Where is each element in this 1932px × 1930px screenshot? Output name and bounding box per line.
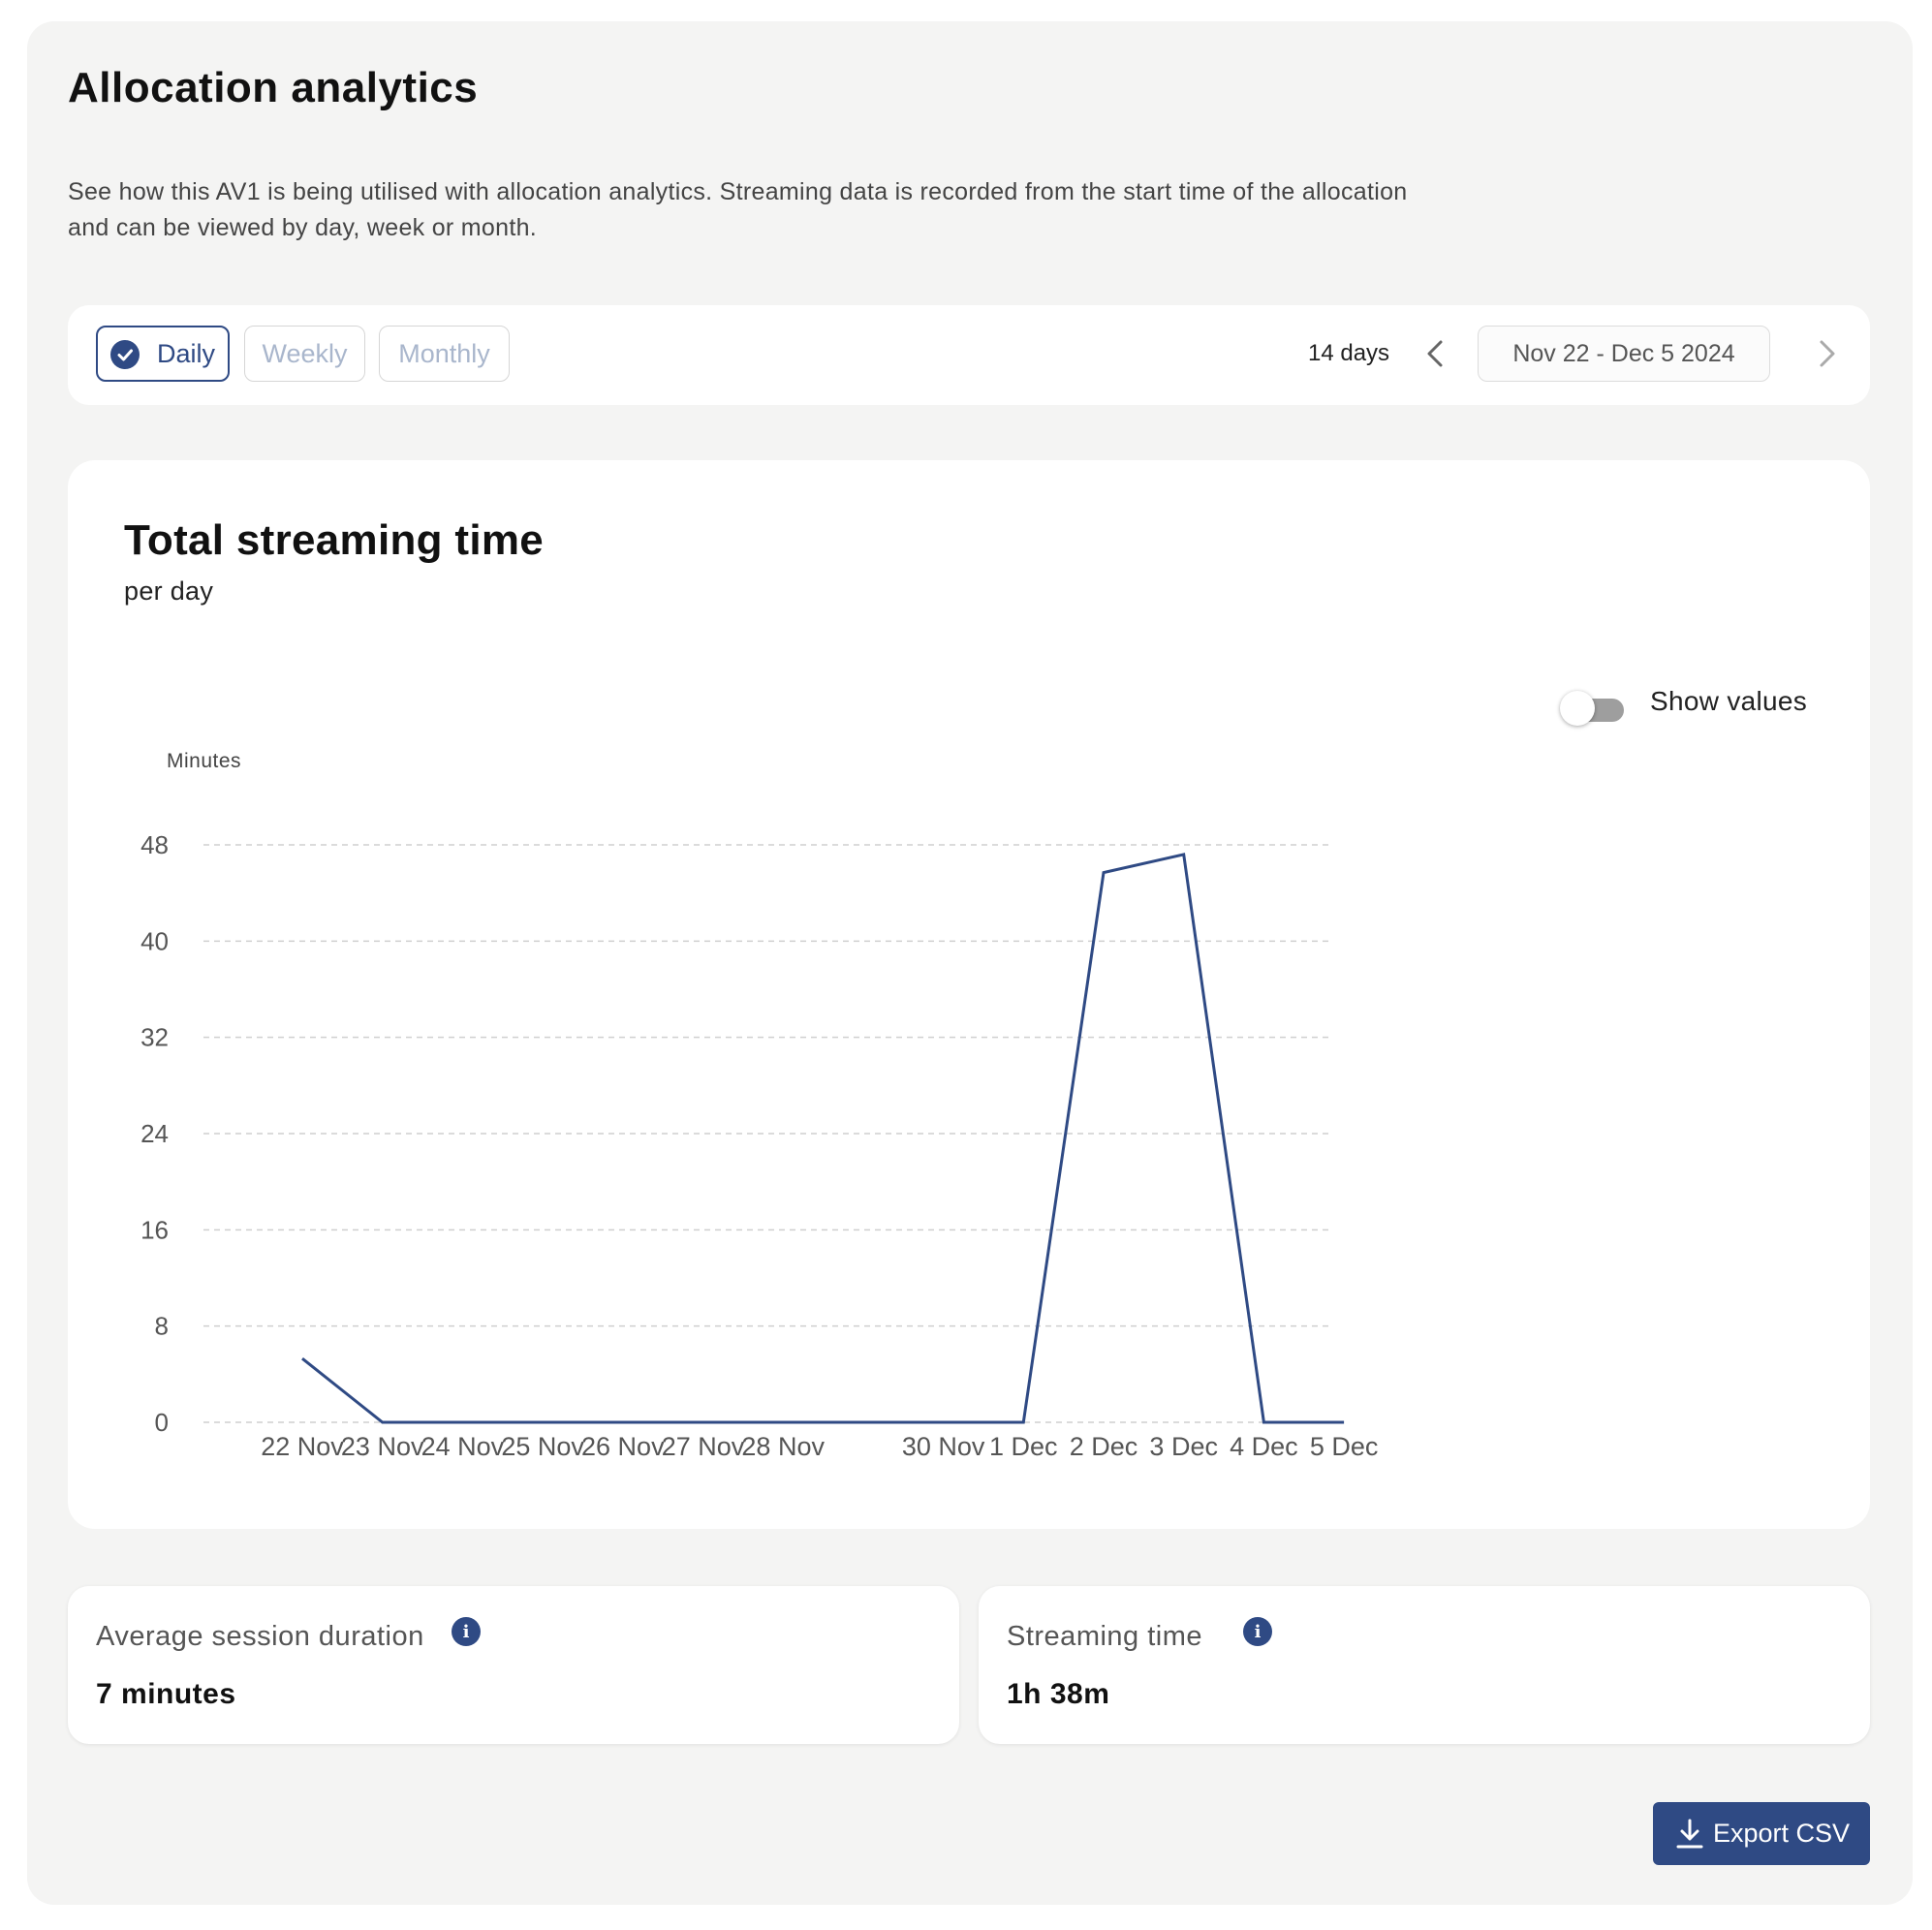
- y-tick-label: 8: [155, 1312, 169, 1341]
- stat-label: Streaming time: [1007, 1621, 1203, 1652]
- data-point[interactable]: [777, 1416, 789, 1428]
- y-tick-label: 32: [140, 1023, 169, 1052]
- stat-value: 1h 38m: [1007, 1678, 1110, 1710]
- x-tick-label: 27 Nov: [662, 1432, 745, 1461]
- toggle-knob: [1560, 691, 1595, 726]
- period-monthly-button[interactable]: Monthly: [379, 326, 510, 382]
- range-length: 14 days: [1308, 340, 1390, 366]
- page-description: See how this AV1 is being utilised with …: [68, 178, 1408, 241]
- y-tick-label: 48: [140, 830, 169, 859]
- x-tick-label: 3 Dec: [1149, 1432, 1218, 1461]
- page-title: Allocation analytics: [68, 64, 479, 111]
- stat-label: Average session duration: [96, 1621, 424, 1652]
- x-tick-label: 28 Nov: [741, 1432, 825, 1461]
- export-csv-button[interactable]: Export CSV: [1653, 1802, 1870, 1865]
- data-point[interactable]: [1098, 867, 1109, 879]
- download-icon: [1676, 1819, 1703, 1849]
- data-point[interactable]: [296, 1353, 308, 1364]
- period-daily-label: Daily: [156, 338, 215, 368]
- chart-title: Total streaming time: [124, 516, 545, 564]
- export-csv-label: Export CSV: [1713, 1819, 1851, 1848]
- x-tick-label: 30 Nov: [902, 1432, 985, 1461]
- data-point[interactable]: [617, 1416, 629, 1428]
- period-monthly-label: Monthly: [398, 338, 490, 368]
- y-tick-label: 40: [140, 926, 169, 955]
- x-tick-label: 22 Nov: [261, 1432, 344, 1461]
- date-range-selector[interactable]: Nov 22 - Dec 5 2024: [1478, 326, 1770, 382]
- x-tick-label: 1 Dec: [989, 1432, 1058, 1461]
- period-daily-button[interactable]: Daily: [96, 326, 230, 382]
- stat-value: 7 minutes: [96, 1678, 236, 1710]
- info-icon[interactable]: i: [452, 1617, 481, 1646]
- period-weekly-button[interactable]: Weekly: [244, 326, 365, 382]
- x-tick-label: 2 Dec: [1070, 1432, 1138, 1461]
- chevron-right-icon[interactable]: [1807, 334, 1846, 373]
- chart-card: Total streaming time per day Show values…: [68, 460, 1870, 1529]
- stat-card-streaming-time: Streaming time i 1h 38m: [979, 1586, 1870, 1744]
- x-tick-label: 23 Nov: [341, 1432, 424, 1461]
- info-icon[interactable]: i: [1243, 1617, 1272, 1646]
- y-tick-label: 24: [140, 1119, 169, 1148]
- data-point[interactable]: [1017, 1416, 1029, 1428]
- show-values-toggle[interactable]: [1560, 689, 1630, 728]
- data-point[interactable]: [537, 1416, 548, 1428]
- data-point[interactable]: [1178, 849, 1190, 860]
- data-point[interactable]: [698, 1416, 709, 1428]
- x-tick-label: 25 Nov: [501, 1432, 584, 1461]
- show-values-label: Show values: [1650, 686, 1808, 716]
- data-point[interactable]: [1338, 1416, 1350, 1428]
- data-point[interactable]: [377, 1416, 389, 1428]
- data-point[interactable]: [456, 1416, 468, 1428]
- chart-subtitle: per day: [124, 576, 214, 606]
- check-icon: [110, 340, 140, 369]
- period-toolbar: Daily Weekly Monthly 14 days Nov 22 - De…: [68, 305, 1870, 405]
- x-tick-label: 5 Dec: [1310, 1432, 1379, 1461]
- chevron-left-icon[interactable]: [1417, 334, 1455, 373]
- data-point[interactable]: [938, 1416, 950, 1428]
- x-tick-label: 4 Dec: [1230, 1432, 1298, 1461]
- x-tick-label: 24 Nov: [421, 1432, 505, 1461]
- stat-card-average-session: Average session duration i 7 minutes: [68, 1586, 959, 1744]
- data-point[interactable]: [857, 1416, 869, 1428]
- y-axis-label: Minutes: [167, 750, 241, 772]
- series-line: [301, 853, 1345, 1424]
- data-point[interactable]: [1258, 1416, 1269, 1428]
- x-tick-label: 26 Nov: [581, 1432, 665, 1461]
- period-weekly-label: Weekly: [262, 338, 348, 368]
- y-tick-label: 0: [155, 1408, 169, 1437]
- y-tick-label: 16: [140, 1215, 169, 1244]
